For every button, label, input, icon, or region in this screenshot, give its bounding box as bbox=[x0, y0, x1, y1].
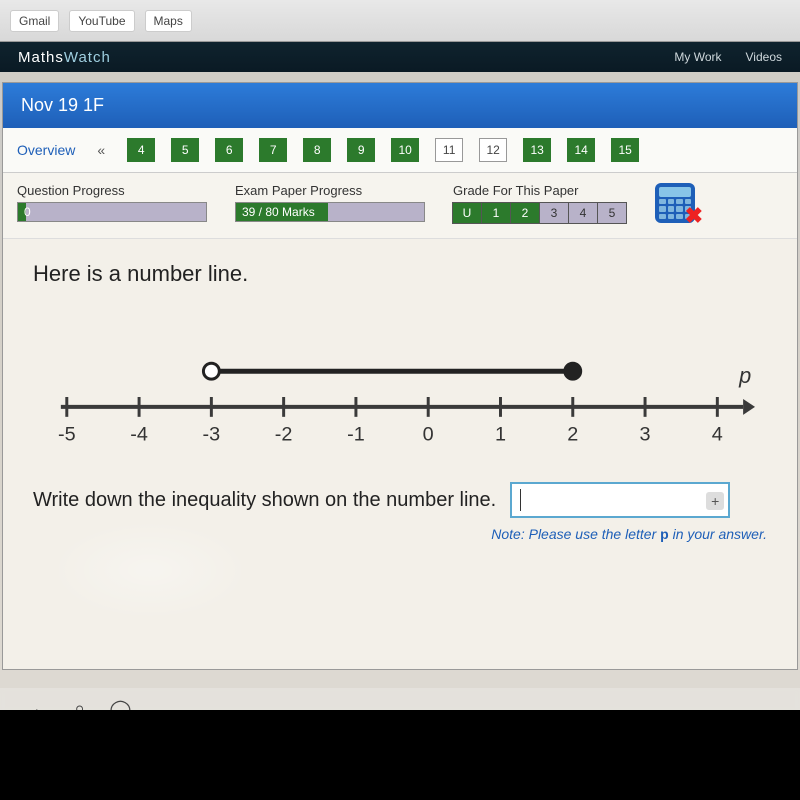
svg-text:-2: -2 bbox=[275, 424, 293, 446]
exam-progress-bar: 39 / 80 Marks bbox=[235, 202, 425, 222]
expand-input-icon[interactable]: + bbox=[706, 492, 724, 510]
answer-note: Note: Please use the letter p in your an… bbox=[33, 526, 767, 542]
question-nav-15[interactable]: 15 bbox=[611, 138, 639, 162]
overview-link[interactable]: Overview bbox=[17, 142, 75, 158]
progress-row: Question Progress 0 Exam Paper Progress … bbox=[3, 173, 797, 239]
svg-text:0: 0 bbox=[423, 424, 434, 446]
grade-cell-2: 2 bbox=[510, 202, 540, 224]
question-nav-12[interactable]: 12 bbox=[479, 138, 507, 162]
question-prompt: Write down the inequality shown on the n… bbox=[33, 489, 496, 512]
grade-cell-U: U bbox=[452, 202, 482, 224]
question-nav-14[interactable]: 14 bbox=[567, 138, 595, 162]
svg-text:2: 2 bbox=[567, 424, 578, 446]
question-progress-label: Question Progress bbox=[17, 183, 207, 198]
question-nav-7[interactable]: 7 bbox=[259, 138, 287, 162]
site-header: MathsWatch My Work Videos bbox=[0, 42, 800, 72]
nav-link-mywork[interactable]: My Work bbox=[674, 50, 721, 64]
no-calculator-icon: ✖ bbox=[685, 203, 703, 229]
bookmark[interactable]: Maps bbox=[145, 10, 192, 32]
svg-text:-1: -1 bbox=[347, 424, 365, 446]
app-frame: Nov 19 1F Overview « 456789101112131415 … bbox=[2, 82, 798, 670]
paper-title: Nov 19 1F bbox=[3, 83, 797, 128]
calculator-icon[interactable]: ✖ bbox=[655, 183, 695, 223]
svg-text:-4: -4 bbox=[130, 424, 148, 446]
question-nav-13[interactable]: 13 bbox=[523, 138, 551, 162]
svg-text:4: 4 bbox=[712, 424, 723, 446]
bookmark[interactable]: Gmail bbox=[10, 10, 59, 32]
question-nav-6[interactable]: 6 bbox=[215, 138, 243, 162]
site-logo: MathsWatch bbox=[18, 49, 111, 66]
number-line-figure: -5 -4 -3 -2 -1 0 1 2 3 4 p bbox=[33, 317, 767, 472]
question-nav-8[interactable]: 8 bbox=[303, 138, 331, 162]
grade-bar: U12345 bbox=[453, 202, 627, 224]
svg-text:3: 3 bbox=[640, 424, 651, 446]
question-nav: Overview « 456789 10 11 12 13 14 15 bbox=[3, 128, 797, 173]
question-progress-bar: 0 bbox=[17, 202, 207, 222]
svg-text:p: p bbox=[738, 363, 751, 388]
question-area: Here is a number line. -5-4-3-2-101234p … bbox=[3, 239, 797, 669]
svg-text:-5: -5 bbox=[58, 424, 76, 446]
svg-text:1: 1 bbox=[495, 424, 506, 446]
nav-link-videos[interactable]: Videos bbox=[746, 50, 782, 64]
grade-cell-1: 1 bbox=[481, 202, 511, 224]
grade-cell-5: 5 bbox=[597, 202, 627, 224]
bookmark[interactable]: YouTube bbox=[69, 10, 134, 32]
browser-bookmarks-bar: Gmail YouTube Maps bbox=[0, 0, 800, 42]
question-nav-10[interactable]: 10 bbox=[391, 138, 419, 162]
question-nav-5[interactable]: 5 bbox=[171, 138, 199, 162]
question-nav-9[interactable]: 9 bbox=[347, 138, 375, 162]
question-nav-11[interactable]: 11 bbox=[435, 138, 463, 162]
grade-label: Grade For This Paper bbox=[453, 183, 627, 198]
exam-progress-label: Exam Paper Progress bbox=[235, 183, 425, 198]
monitor-bezel bbox=[0, 710, 800, 800]
chevron-left-icon[interactable]: « bbox=[89, 142, 113, 158]
question-nav-4[interactable]: 4 bbox=[127, 138, 155, 162]
question-intro: Here is a number line. bbox=[33, 261, 767, 287]
grade-cell-4: 4 bbox=[568, 202, 598, 224]
answer-input[interactable]: + bbox=[510, 482, 730, 518]
grade-cell-3: 3 bbox=[539, 202, 569, 224]
svg-text:-3: -3 bbox=[203, 424, 221, 446]
